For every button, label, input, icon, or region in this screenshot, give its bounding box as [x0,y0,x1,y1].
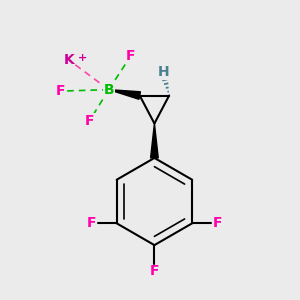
Text: F: F [86,216,96,230]
Text: F: F [150,264,159,278]
Text: K: K [64,53,74,67]
Text: F: F [126,49,136,63]
Text: F: F [56,84,65,98]
Text: +: + [78,53,87,63]
Text: B: B [103,82,114,97]
Text: F: F [85,114,94,128]
Text: H: H [158,65,169,79]
Polygon shape [109,90,140,99]
Text: F: F [213,216,223,230]
Polygon shape [151,124,158,158]
